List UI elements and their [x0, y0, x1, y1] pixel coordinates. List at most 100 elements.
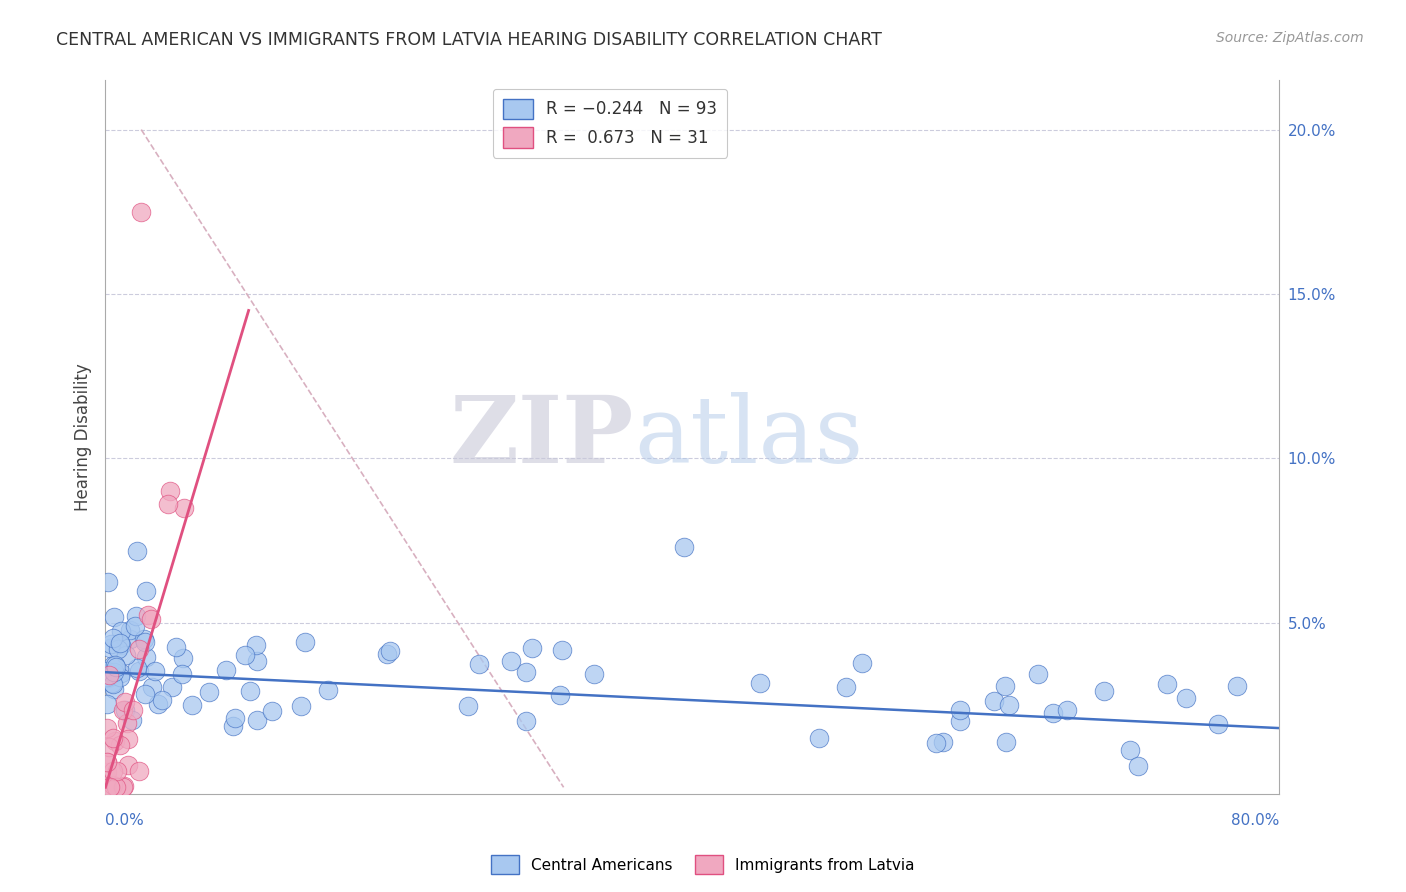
Point [103, 681, 125, 696]
Point [139, 611, 162, 625]
Point [1156, 676, 1178, 690]
Point [124, 619, 146, 633]
Point [96, 755, 118, 769]
Point [97, 671, 120, 685]
Point [97, 575, 120, 590]
Point [120, 623, 142, 637]
Point [103, 665, 125, 680]
Point [117, 757, 139, 772]
Point [121, 713, 143, 727]
Point [515, 665, 537, 679]
Point [583, 667, 606, 681]
Point [141, 680, 163, 694]
Point [1226, 679, 1249, 693]
Point [949, 703, 972, 717]
Text: CENTRAL AMERICAN VS IMMIGRANTS FROM LATVIA HEARING DISABILITY CORRELATION CHART: CENTRAL AMERICAN VS IMMIGRANTS FROM LATV… [56, 31, 882, 49]
Point [125, 608, 148, 623]
Point [290, 699, 312, 714]
Point [548, 688, 571, 702]
Point [110, 665, 132, 680]
Point [457, 699, 479, 714]
Point [1042, 706, 1064, 720]
Point [515, 714, 537, 728]
Point [173, 500, 195, 515]
Point [98, 641, 121, 656]
Point [118, 632, 141, 646]
Point [110, 670, 132, 684]
Point [995, 735, 1018, 749]
Point [114, 648, 136, 663]
Point [96, 721, 118, 735]
Text: atlas: atlas [634, 392, 863, 482]
Point [150, 693, 173, 707]
Point [96, 780, 118, 795]
Point [112, 780, 135, 795]
Point [110, 624, 132, 639]
Point [932, 735, 955, 749]
Point [160, 681, 183, 695]
Text: 80.0%: 80.0% [1232, 814, 1279, 828]
Point [156, 497, 179, 511]
Point [128, 665, 150, 679]
Point [114, 695, 136, 709]
Point [129, 204, 152, 219]
Point [197, 685, 219, 699]
Point [499, 654, 522, 668]
Point [172, 667, 194, 681]
Point [318, 682, 340, 697]
Point [111, 703, 134, 717]
Point [851, 656, 873, 670]
Point [748, 675, 770, 690]
Point [101, 731, 124, 746]
Point [98, 780, 121, 795]
Point [180, 698, 202, 712]
Point [165, 640, 187, 654]
Point [97, 740, 120, 755]
Point [983, 693, 1005, 707]
Point [96, 670, 118, 684]
Point [148, 697, 170, 711]
Point [101, 658, 124, 673]
Point [104, 734, 127, 748]
Point [103, 631, 125, 645]
Point [105, 764, 128, 778]
Legend: R = −0.244   N = 93, R =  0.673   N = 31: R = −0.244 N = 93, R = 0.673 N = 31 [494, 88, 727, 158]
Point [1028, 666, 1050, 681]
Point [110, 638, 132, 652]
Point [96, 764, 118, 779]
Point [239, 683, 262, 698]
Point [117, 716, 139, 731]
Y-axis label: Hearing Disability: Hearing Disability [73, 363, 91, 511]
Text: ZIP: ZIP [450, 392, 634, 482]
Point [294, 635, 316, 649]
Point [380, 644, 402, 658]
Point [245, 654, 267, 668]
Text: Source: ZipAtlas.com: Source: ZipAtlas.com [1216, 31, 1364, 45]
Point [1206, 717, 1229, 731]
Point [835, 680, 858, 694]
Point [132, 632, 155, 646]
Point [246, 713, 269, 727]
Point [224, 711, 246, 725]
Point [121, 703, 143, 717]
Point [214, 663, 236, 677]
Point [125, 661, 148, 675]
Point [245, 638, 267, 652]
Text: 0.0%: 0.0% [105, 814, 145, 828]
Point [96, 664, 118, 678]
Point [808, 731, 831, 745]
Point [97, 668, 120, 682]
Point [260, 704, 283, 718]
Point [233, 648, 256, 662]
Point [143, 665, 166, 679]
Point [522, 640, 544, 655]
Point [134, 687, 156, 701]
Point [994, 679, 1017, 693]
Point [135, 649, 157, 664]
Point [134, 634, 156, 648]
Point [1118, 743, 1140, 757]
Point [108, 738, 131, 752]
Point [1092, 684, 1115, 698]
Point [112, 779, 135, 793]
Point [100, 636, 122, 650]
